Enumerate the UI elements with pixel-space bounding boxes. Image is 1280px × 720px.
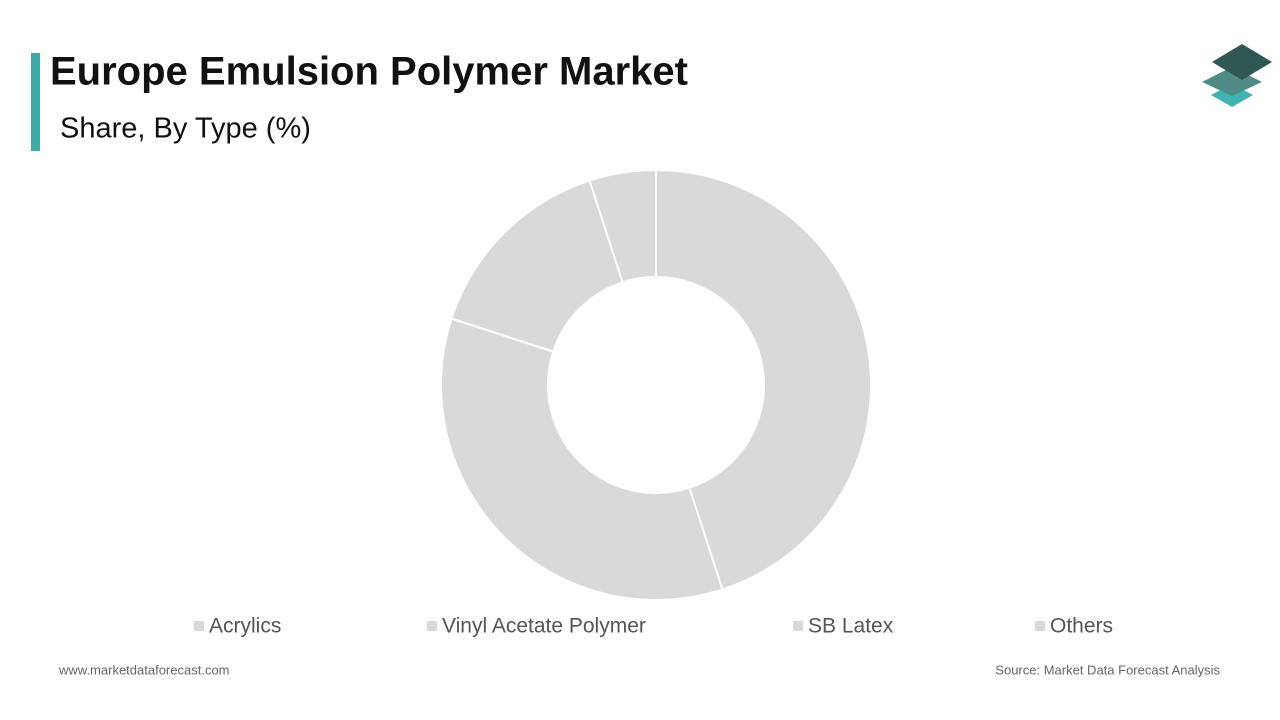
legend-marker xyxy=(194,621,204,631)
chart-subtitle: Share, By Type (%) xyxy=(60,113,311,145)
legend-label: Others xyxy=(1050,615,1113,638)
donut-segment xyxy=(450,179,624,353)
legend-label: Acrylics xyxy=(209,615,281,638)
donut-segment xyxy=(588,168,657,284)
legend-marker xyxy=(427,621,437,631)
legend-label: SB Latex xyxy=(808,615,894,638)
title-accent xyxy=(31,53,40,151)
legend-label: Vinyl Acetate Polymer xyxy=(442,615,646,638)
logo xyxy=(1202,44,1272,107)
donut-segment xyxy=(440,317,724,601)
donut-segment xyxy=(655,168,872,591)
legend-marker xyxy=(1035,621,1045,631)
legend-marker xyxy=(793,621,803,631)
chart-title: Europe Emulsion Polymer Market xyxy=(50,50,688,94)
footer-website: www.marketdataforecast.com xyxy=(58,662,230,677)
footer-source: Source: Market Data Forecast Analysis xyxy=(995,662,1220,677)
